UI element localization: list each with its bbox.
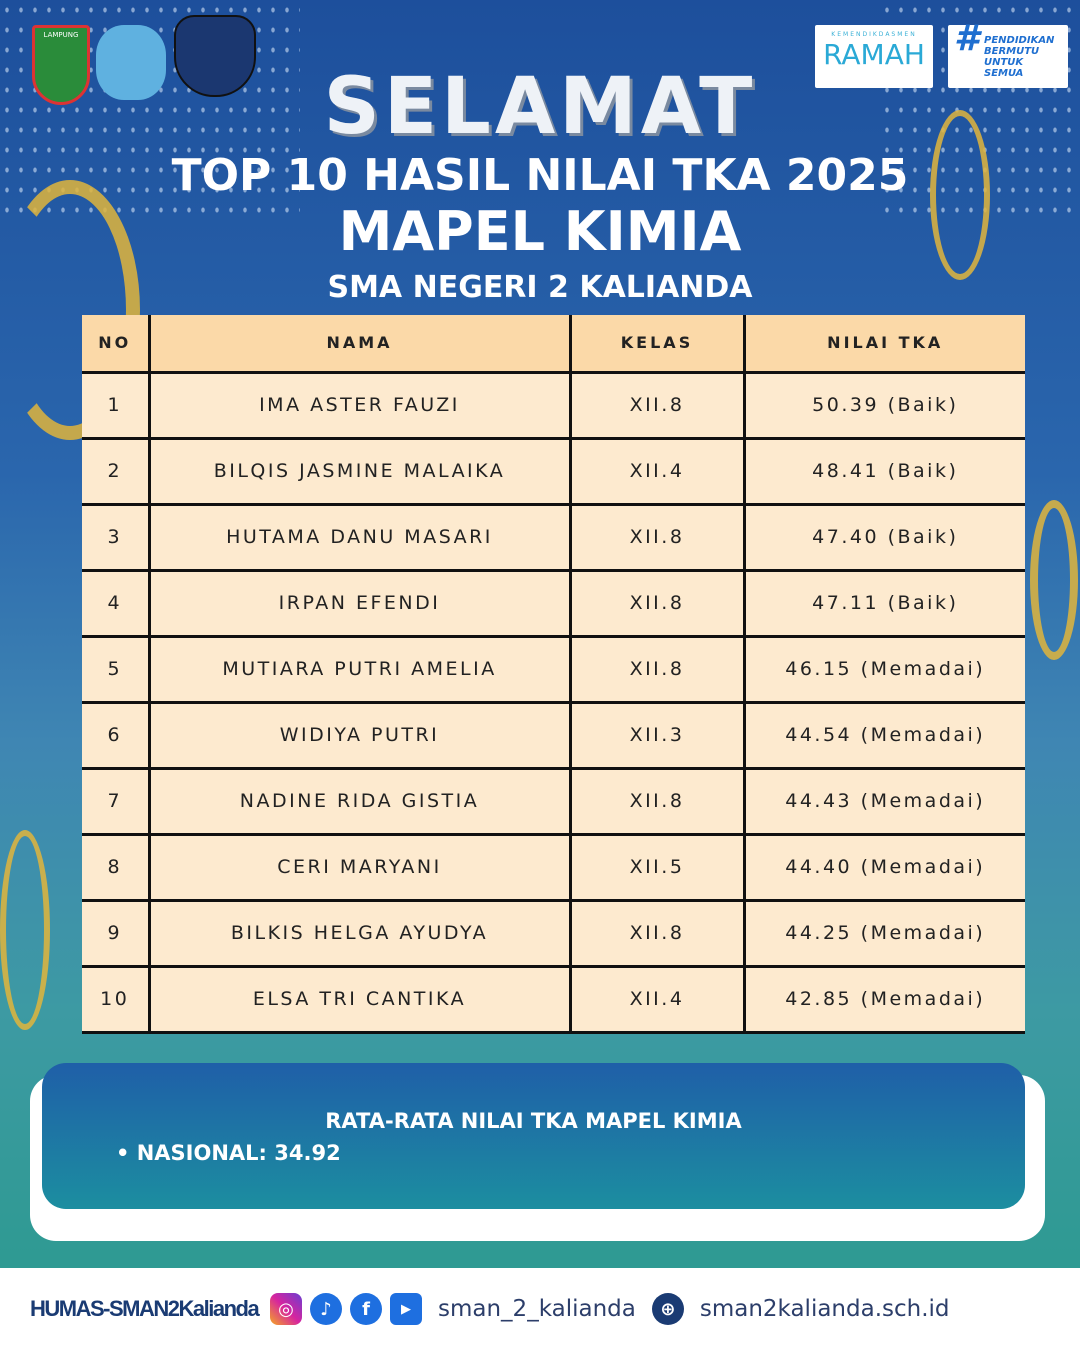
tagline-line: PENDIDIKAN [984,35,1055,46]
greeting-title: SELAMAT [323,62,757,152]
row-nama: IRPAN EFENDI [147,568,572,638]
row-kelas: XII.4 [568,964,746,1034]
gold-ribbon-decoration [930,110,990,280]
ramah-logo: KEMENDIKDASMEN RAMAH [815,25,933,88]
row-nama: BILQIS JASMINE MALAIKA [147,436,572,506]
humas-label: HUMAS-SMAN2Kalianda [30,1296,260,1321]
national-average: • NASIONAL: 34.92 [116,1141,341,1165]
table-row: 10 ELSA TRI CANTIKA XII.4 42.85 (Memadai) [82,964,1025,1034]
row-nama: MUTIARA PUTRI AMELIA [147,634,572,704]
row-nilai: 46.15 (Memadai) [742,634,1025,704]
social-handle[interactable]: sman_2_kalianda [438,1296,636,1322]
website-link[interactable]: sman2kalianda.sch.id [699,1296,950,1322]
row-nilai: 44.54 (Memadai) [742,700,1025,770]
gold-ribbon-decoration [1030,500,1078,660]
row-kelas: XII.8 [568,898,746,968]
youtube-icon[interactable]: ▶ [390,1293,422,1325]
header-no: NO [82,315,151,374]
facebook-icon[interactable]: f [350,1293,382,1325]
tagline-line: BERMUTU [984,46,1040,57]
gold-ribbon-decoration [0,830,50,1030]
summary-card: RATA-RATA NILAI TKA MAPEL KIMIA • NASION… [42,1063,1025,1209]
tut-wuri-logo [96,25,166,100]
pendidikan-bermutu-logo: # PENDIDIKAN BERMUTU UNTUK SEMUA [948,18,1068,88]
row-nilai: 44.40 (Memadai) [742,832,1025,902]
main-title: TOP 10 HASIL NILAI TKA 2025 [171,150,909,201]
ramah-text: RAMAH [823,38,925,71]
table-row: 9 BILKIS HELGA AYUDYA XII.8 44.25 (Memadai) [82,898,1025,968]
row-nama: ELSA TRI CANTIKA [147,964,572,1034]
row-nilai: 42.85 (Memadai) [742,964,1025,1034]
row-kelas: XII.8 [568,568,746,638]
row-nilai: 50.39 (Baik) [742,370,1025,440]
row-kelas: XII.8 [568,370,746,440]
row-nama: NADINE RIDA GISTIA [147,766,572,836]
table-row: 2 BILQIS JASMINE MALAIKA XII.4 48.41 (Baik) [82,436,1025,506]
table-row: 4 IRPAN EFENDI XII.8 47.11 (Baik) [82,568,1025,638]
instagram-icon[interactable]: ◎ [270,1293,302,1325]
row-nama: HUTAMA DANU MASARI [147,502,572,572]
row-kelas: XII.8 [568,502,746,572]
row-kelas: XII.5 [568,832,746,902]
footer: HUMAS-SMAN2Kalianda ◎ ♪ f ▶ sman_2_kalia… [0,1268,1080,1350]
row-no: 5 [82,634,151,704]
row-no: 1 [82,370,151,440]
school-name: SMA NEGERI 2 KALIANDA [327,270,753,305]
row-no: 10 [82,964,151,1034]
row-no: 9 [82,898,151,968]
table-row: 5 MUTIARA PUTRI AMELIA XII.8 46.15 (Memadai… [82,634,1025,704]
ranking-table: NO NAMA KELAS NILAI TKA 1 IMA ASTER FAUZI… [82,315,1025,1034]
row-no: 7 [82,766,151,836]
row-no: 3 [82,502,151,572]
header-nilai: NILAI TKA [742,315,1025,374]
tiktok-icon[interactable]: ♪ [310,1293,342,1325]
row-kelas: XII.3 [568,700,746,770]
hashtag-icon: # [954,18,980,59]
row-no: 8 [82,832,151,902]
subject-title: MAPEL KIMIA [338,200,742,263]
row-nilai: 44.25 (Memadai) [742,898,1025,968]
table-row: 6 WIDIYA PUTRI XII.3 44.54 (Memadai) [82,700,1025,770]
row-nilai: 48.41 (Baik) [742,436,1025,506]
table-header-row: NO NAMA KELAS NILAI TKA [82,315,1025,374]
header-kelas: KELAS [568,315,746,374]
header-nama: NAMA [147,315,572,374]
summary-title: RATA-RATA NILAI TKA MAPEL KIMIA [325,1109,742,1133]
row-nama: BILKIS HELGA AYUDYA [147,898,572,968]
table-row: 3 HUTAMA DANU MASARI XII.8 47.40 (Baik) [82,502,1025,572]
row-nilai: 47.11 (Baik) [742,568,1025,638]
row-no: 6 [82,700,151,770]
row-kelas: XII.8 [568,634,746,704]
tagline-line: UNTUK SEMUA [984,57,1024,79]
row-nilai: 47.40 (Baik) [742,502,1025,572]
row-kelas: XII.4 [568,436,746,506]
table-row: 1 IMA ASTER FAUZI XII.8 50.39 (Baik) [82,370,1025,440]
row-no: 4 [82,568,151,638]
row-nama: IMA ASTER FAUZI [147,370,572,440]
row-nama: WIDIYA PUTRI [147,700,572,770]
row-nilai: 44.43 (Memadai) [742,766,1025,836]
row-kelas: XII.8 [568,766,746,836]
table-row: 7 NADINE RIDA GISTIA XII.8 44.43 (Memadai) [82,766,1025,836]
globe-icon: ⊕ [651,1293,684,1325]
table-row: 8 CERI MARYANI XII.5 44.40 (Memadai) [82,832,1025,902]
school-logo [174,15,256,97]
ramah-subtitle: KEMENDIKDASMEN [831,31,917,38]
row-no: 2 [82,436,151,506]
lampung-logo: LAMPUNG [32,25,90,105]
logo-text: LAMPUNG [43,31,79,39]
row-nama: CERI MARYANI [147,832,572,902]
